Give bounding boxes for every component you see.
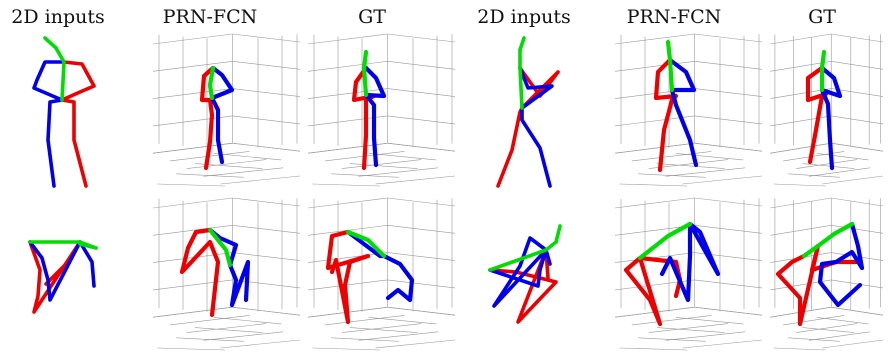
- right-limbs: [805, 65, 829, 165]
- right-limbs: [623, 255, 683, 327]
- left-limbs: [667, 57, 699, 168]
- left-limbs: [659, 221, 721, 303]
- grid-3d: [307, 33, 456, 187]
- right-limbs: [325, 229, 371, 325]
- pose-panel: [152, 197, 301, 351]
- pose-panel: [488, 224, 562, 324]
- grid-3d: [770, 197, 884, 351]
- column-header: 2D inputs: [11, 6, 105, 28]
- pose-panel: [28, 240, 98, 314]
- pose-panel: [152, 33, 301, 187]
- pose-panel: [32, 36, 96, 188]
- left-limbs: [32, 60, 66, 188]
- grid-3d: [614, 33, 763, 187]
- head: [78, 242, 98, 250]
- pose-panel: [496, 36, 560, 188]
- left-limbs: [207, 227, 251, 308]
- head: [43, 36, 58, 50]
- left-limbs: [518, 66, 554, 188]
- head: [518, 36, 526, 52]
- torso: [488, 240, 558, 272]
- torso: [665, 39, 675, 93]
- grid-3d: [307, 197, 456, 351]
- head: [554, 224, 562, 244]
- pose-panel: [614, 33, 763, 187]
- pose-panel: [307, 197, 456, 351]
- pose-panel: [770, 197, 884, 351]
- torso: [518, 48, 524, 110]
- right-limbs: [199, 65, 216, 171]
- grid-3d: [152, 197, 301, 351]
- torso: [54, 46, 66, 102]
- torso: [207, 227, 233, 268]
- pose-panel: [307, 33, 456, 187]
- right-limbs: [653, 57, 679, 173]
- torso: [207, 65, 216, 101]
- column-header: GT: [808, 6, 836, 28]
- left-limbs: [209, 65, 235, 165]
- torso: [637, 221, 693, 261]
- grid-3d: [614, 197, 763, 351]
- torso: [345, 229, 387, 259]
- right-limbs: [60, 60, 96, 188]
- torso: [801, 221, 855, 259]
- pose-panel: [770, 33, 884, 187]
- column-header: GT: [358, 6, 386, 28]
- torso: [819, 49, 827, 93]
- column-header: 2D inputs: [477, 6, 571, 28]
- pose-panel: [614, 197, 763, 351]
- left-limbs: [345, 229, 415, 303]
- left-limbs: [28, 240, 96, 302]
- left-limbs: [817, 221, 865, 308]
- column-header: PRN-FCN: [626, 6, 722, 28]
- left-limbs: [488, 236, 552, 308]
- column-header: PRN-FCN: [162, 6, 258, 28]
- torso: [361, 49, 369, 98]
- grid-3d: [152, 33, 301, 187]
- right-limbs: [179, 227, 221, 318]
